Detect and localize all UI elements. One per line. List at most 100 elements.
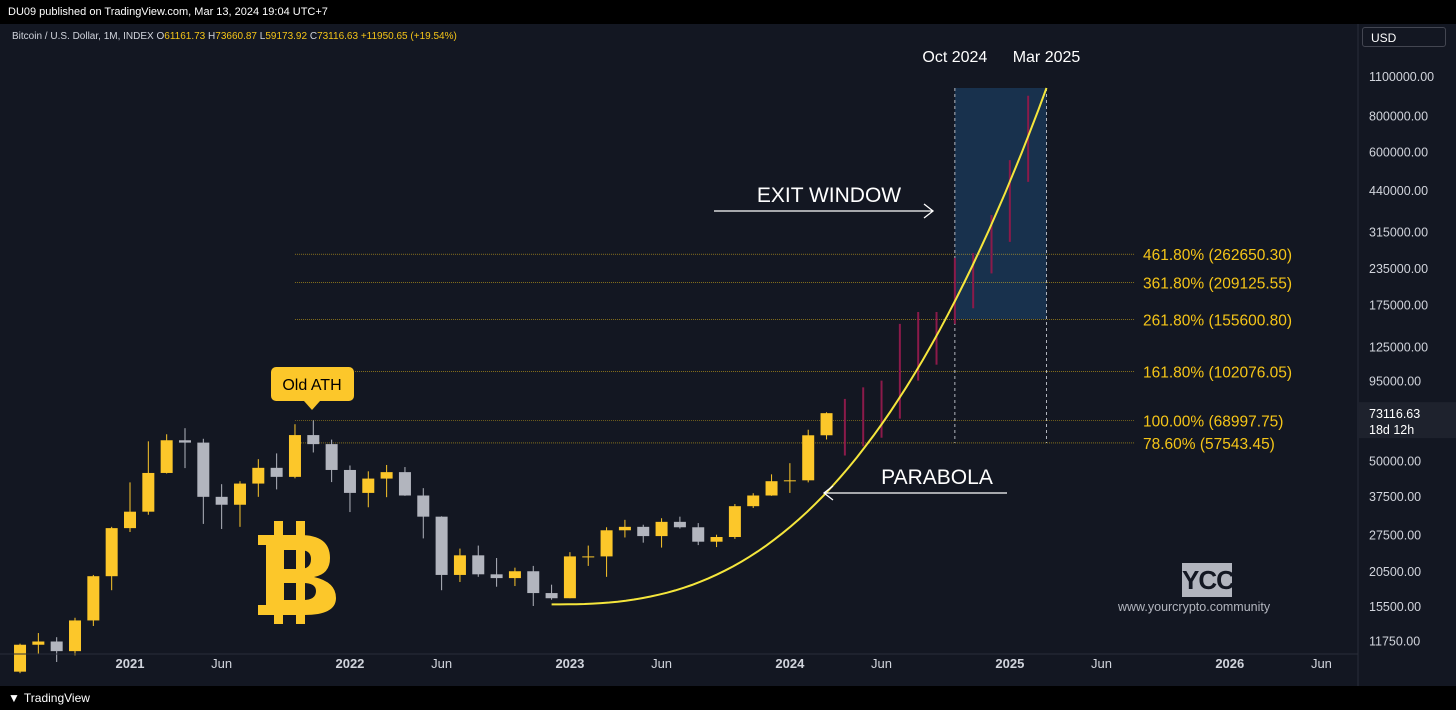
candle-body xyxy=(124,511,136,529)
candle-body xyxy=(343,469,356,493)
fib-label: 78.60% (57543.45) xyxy=(1143,436,1275,453)
candle-body xyxy=(178,440,191,443)
candle-body xyxy=(692,527,705,542)
published-bar: DU09 published on TradingView.com, Mar 1… xyxy=(0,0,1456,24)
candle-body xyxy=(32,641,45,645)
watermark-url: www.yourcrypto.community xyxy=(1118,600,1271,614)
candle-body xyxy=(655,521,668,537)
fib-label: 361.80% (209125.55) xyxy=(1143,276,1292,293)
price-tick-label: 315000.00 xyxy=(1369,226,1428,240)
candle-body xyxy=(307,435,320,445)
open-label: O xyxy=(156,31,165,42)
symbol-title: Bitcoin / U.S. Dollar, 1M, INDEX xyxy=(12,31,154,42)
exit-window-text: EXIT WINDOW xyxy=(757,184,901,207)
candle-body xyxy=(14,644,27,672)
candle-body xyxy=(453,555,466,575)
candle-body xyxy=(490,574,503,579)
candle-body xyxy=(105,528,118,577)
open-value: 61161.73 xyxy=(164,31,206,42)
exit-window-arrowhead xyxy=(923,203,935,219)
candle-body xyxy=(472,555,485,575)
candle-body xyxy=(728,506,741,538)
time-tick-label: Jun xyxy=(651,656,672,671)
time-tick-label: Jun xyxy=(431,656,452,671)
old-ath-bubble xyxy=(271,367,354,401)
time-tick-label: 2022 xyxy=(335,656,364,671)
price-tick-label: 125000.00 xyxy=(1369,341,1428,355)
candle-body xyxy=(765,481,778,496)
candle-body xyxy=(325,444,338,470)
candle-body xyxy=(783,480,796,482)
close-label: C xyxy=(309,31,318,42)
bitcoin-logo-icon xyxy=(258,521,336,624)
price-tick-label: 1100000.00 xyxy=(1369,70,1434,84)
candle-body xyxy=(747,495,760,507)
price-tag-value: 73116.63 xyxy=(1369,407,1420,421)
time-tick-label: 2026 xyxy=(1215,656,1244,671)
time-tick-label: Jun xyxy=(871,656,892,671)
ycc-logo: YCC xyxy=(1182,563,1235,597)
chart-svg[interactable]: 461.80% (262650.30) 361.80% (209125.55) 26… xyxy=(0,24,1456,686)
price-tick-label: 27500.00 xyxy=(1369,529,1421,543)
price-tick-label: 11750.00 xyxy=(1369,634,1420,648)
exit-window-end-label: Mar 2025 xyxy=(1013,49,1081,66)
candle-body xyxy=(527,571,540,594)
candle-body xyxy=(802,435,815,481)
candle-body xyxy=(233,483,246,505)
parabola-arrowhead xyxy=(822,485,834,501)
time-tick-label: 2025 xyxy=(995,656,1024,671)
candle-body xyxy=(710,537,723,542)
candle-body xyxy=(160,440,173,473)
time-tick-label: Jun xyxy=(1311,656,1332,671)
candle-body xyxy=(142,472,155,512)
bitcoin-logo-shape xyxy=(258,535,336,615)
footer-brand: TradingView xyxy=(23,691,90,705)
price-tag-box xyxy=(1359,402,1456,439)
low-value: 59173.92 xyxy=(265,31,308,42)
candle-body xyxy=(398,472,411,496)
chart-pane[interactable]: 461.80% (262650.30) 361.80% (209125.55) 26… xyxy=(0,24,1456,686)
candle-body xyxy=(563,556,576,599)
old-ath-label: Old ATH xyxy=(282,377,341,394)
time-tick-label: Jun xyxy=(1091,656,1112,671)
parabola-text: PARABOLA xyxy=(881,466,993,489)
price-tick-label: 800000.00 xyxy=(1369,110,1428,124)
currency-button[interactable]: USD xyxy=(1362,27,1446,47)
tradingview-logo-icon: ▼ xyxy=(8,691,20,705)
candle-body xyxy=(618,526,631,531)
symbol-info: Bitcoin / U.S. Dollar, 1M, INDEX O61161.… xyxy=(12,31,457,42)
footer-bar: ▼ TradingView xyxy=(0,686,1456,710)
candle-body xyxy=(582,556,595,558)
time-tick-label: 2023 xyxy=(555,656,584,671)
price-tick-label: 235000.00 xyxy=(1369,262,1428,276)
price-tick-label: 20500.00 xyxy=(1369,565,1421,579)
candle-body xyxy=(252,467,265,484)
high-label: H xyxy=(208,31,216,42)
candle-body xyxy=(215,496,228,505)
candle-body xyxy=(637,526,650,537)
price-tick-label: 600000.00 xyxy=(1369,146,1428,160)
change-value: +11950.65 (+19.54%) xyxy=(360,31,457,42)
candle-body xyxy=(87,576,100,621)
candle-body xyxy=(545,593,558,599)
price-tick-label: 37500.00 xyxy=(1369,490,1421,504)
candle-body xyxy=(600,530,613,557)
candle-body xyxy=(288,435,301,477)
time-tick-label: 2024 xyxy=(775,656,805,671)
candle-body xyxy=(820,413,833,436)
fib-label: 261.80% (155600.80) xyxy=(1143,312,1292,329)
candle-body xyxy=(380,472,393,479)
candle-body xyxy=(197,442,210,497)
candle-body xyxy=(508,571,521,579)
price-tick-label: 175000.00 xyxy=(1369,299,1428,313)
exit-window-start-label: Oct 2024 xyxy=(922,49,987,66)
candle-body xyxy=(417,495,430,517)
price-tick-label: 15500.00 xyxy=(1369,600,1421,614)
time-tick-label: Jun xyxy=(211,656,232,671)
old-ath-pointer xyxy=(304,401,320,410)
time-tick-label: 2021 xyxy=(116,656,145,671)
candle-body xyxy=(69,620,82,652)
published-text: DU09 published on TradingView.com, Mar 1… xyxy=(8,6,328,18)
price-tick-label: 50000.00 xyxy=(1369,454,1421,468)
high-value: 73660.87 xyxy=(215,31,257,42)
